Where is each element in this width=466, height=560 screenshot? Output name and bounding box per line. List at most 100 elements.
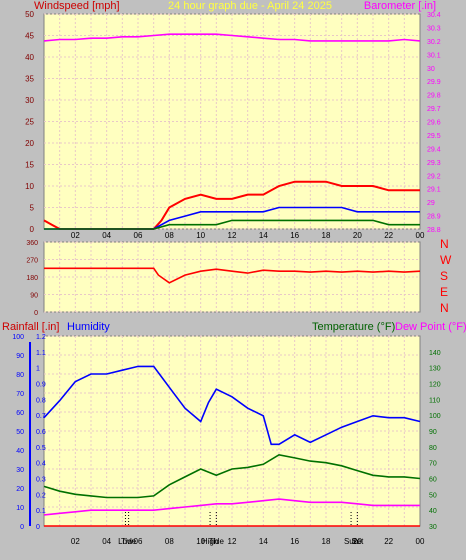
dewpoint-title: Dew Point (°F) (395, 321, 466, 333)
humidity-tick-label: 10 (16, 505, 24, 512)
humidity-x-tick-label: 16 (290, 537, 299, 546)
direction-tick-label: 90 (30, 293, 38, 300)
event-marker-label: Low (118, 537, 133, 546)
barometer-tick-label: 29.5 (427, 133, 441, 140)
axes: 0510152025303540455028.828.92929.129.229… (12, 10, 440, 546)
rainfall-tick-label: 0.3 (36, 477, 46, 484)
wind-tick-label: 15 (25, 161, 34, 170)
wind-tick-label: 20 (25, 139, 34, 148)
barometer-tick-label: 28.9 (427, 214, 441, 221)
barometer-tick-label: 29.2 (427, 173, 441, 180)
wind-tick-label: 25 (25, 118, 34, 127)
barometer-tick-label: 29.8 (427, 93, 441, 100)
barometer-tick-label: 29.7 (427, 106, 441, 113)
graph-date-title: 24 hour graph due - April 24 2025 (168, 0, 332, 12)
humidity-x-tick-label: 10 (196, 537, 205, 546)
humidity-tick-label: 30 (16, 467, 24, 474)
event-marker-label: Sun (344, 537, 358, 546)
wind-x-tick-label: 00 (416, 231, 425, 240)
compass-w: W (440, 253, 452, 267)
wind-x-tick-label: 10 (196, 231, 205, 240)
barometer-tick-label: 29.4 (427, 146, 441, 153)
temperature-tick-label: 140 (429, 350, 441, 357)
barometer-tick-label: 29.1 (427, 187, 441, 194)
series-wind-gust (43, 180, 420, 230)
wind-x-tick-label: 20 (353, 231, 362, 240)
wind-x-tick-label: 02 (71, 231, 80, 240)
humidity-tick-label: 20 (16, 486, 24, 493)
rainfall-title: Rainfall [.in] (2, 321, 59, 333)
event-marker-label: Set (351, 537, 364, 546)
wind-tick-label: 50 (25, 10, 34, 19)
rainfall-tick-label: 0.7 (36, 413, 46, 420)
wind-tick-label: 10 (25, 182, 34, 191)
direction-tick-label: 270 (26, 258, 38, 265)
wind-tick-label: 45 (25, 32, 34, 41)
temperature-tick-label: 90 (429, 429, 437, 436)
humidity-tick-label: 80 (16, 372, 24, 379)
humidity-x-tick-label: 20 (353, 537, 362, 546)
barometer-tick-label: 30.3 (427, 25, 441, 32)
barometer-tick-label: 29.6 (427, 120, 441, 127)
humidity-tick-label: 70 (16, 391, 24, 398)
barometer-tick-label: 30.2 (427, 39, 441, 46)
wind-tick-label: 5 (30, 204, 35, 213)
humidity-x-tick-label: 08 (165, 537, 174, 546)
direction-tick-label: 0 (34, 310, 38, 317)
wind-tick-label: 35 (25, 75, 34, 84)
wind-x-tick-label: 12 (228, 231, 237, 240)
compass-e: E (440, 285, 448, 299)
temperature-tick-label: 40 (429, 508, 437, 515)
barometer-tick-label: 30.4 (427, 12, 441, 19)
barometer-title: Barometer [.in] (364, 0, 436, 12)
humidity-tick-label: 40 (16, 448, 24, 455)
rainfall-tick-label: 0.4 (36, 461, 46, 468)
wind-tick-label: 0 (30, 225, 35, 234)
direction-tick-label: 180 (26, 275, 38, 282)
humidity-tick-label: 90 (16, 353, 24, 360)
humidity-x-tick-label: 06 (134, 537, 143, 546)
humidity-x-tick-label: 02 (71, 537, 80, 546)
barometer-tick-label: 29.3 (427, 160, 441, 167)
wind-x-tick-label: 22 (384, 231, 393, 240)
direction-tick-label: 360 (26, 240, 38, 247)
humidity-tick-label: 50 (16, 429, 24, 436)
humidity-x-tick-label: 18 (322, 537, 331, 546)
wind-tick-label: 40 (25, 53, 34, 62)
temperature-tick-label: 80 (429, 445, 437, 452)
humidity-x-tick-label: 00 (416, 537, 425, 546)
rainfall-tick-label: 0.2 (36, 492, 46, 499)
rainfall-tick-label: 0.1 (36, 508, 46, 515)
series-barometer (43, 33, 421, 42)
compass-n-bottom: N (440, 301, 449, 315)
temperature-tick-label: 110 (429, 397, 440, 404)
compass-s: S (440, 269, 448, 283)
barometer-tick-label: 28.8 (427, 227, 441, 234)
barometer-tick-label: 30 (427, 66, 435, 73)
humidity-x-tick-label: 14 (259, 537, 268, 546)
rainfall-tick-label: 0.6 (36, 429, 46, 436)
series-temperature (43, 453, 421, 499)
series-wind-low (44, 219, 420, 230)
temperature-tick-label: 70 (429, 461, 437, 468)
temperature-tick-label: 30 (429, 524, 437, 531)
event-marker-label: Tide (209, 537, 225, 546)
compass-n-top: N (440, 237, 449, 251)
humidity-x-tick-label: 12 (228, 537, 237, 546)
temperature-tick-label: 50 (429, 492, 437, 499)
rainfall-tick-label: 0.8 (36, 397, 46, 404)
series-wind-average (44, 206, 420, 230)
wind-x-tick-label: 14 (259, 231, 268, 240)
barometer-tick-label: 30.1 (427, 52, 441, 59)
wind-tick-label: 30 (25, 96, 34, 105)
wind-x-tick-label: 18 (322, 231, 331, 240)
humidity-tick-label: 0 (20, 524, 24, 531)
rainfall-tick-label: 0.5 (36, 445, 46, 452)
windspeed-title: Windspeed [mph] (34, 0, 120, 12)
rainfall-tick-label: 1.1 (36, 350, 46, 357)
rainfall-tick-label: 1 (36, 366, 40, 373)
humidity-tick-label: 100 (12, 334, 24, 341)
temperature-tick-label: 120 (429, 382, 441, 389)
